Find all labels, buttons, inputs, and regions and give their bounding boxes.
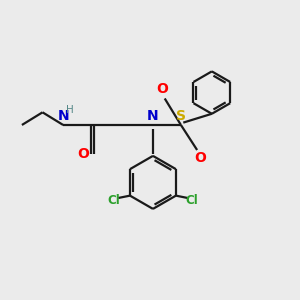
Text: H: H xyxy=(66,105,74,115)
Text: N: N xyxy=(147,109,159,123)
Text: Cl: Cl xyxy=(186,194,199,207)
Text: S: S xyxy=(176,110,186,124)
Text: O: O xyxy=(156,82,168,96)
Text: Cl: Cl xyxy=(107,194,120,207)
Text: N: N xyxy=(57,109,69,123)
Text: O: O xyxy=(194,152,206,166)
Text: O: O xyxy=(77,147,89,161)
